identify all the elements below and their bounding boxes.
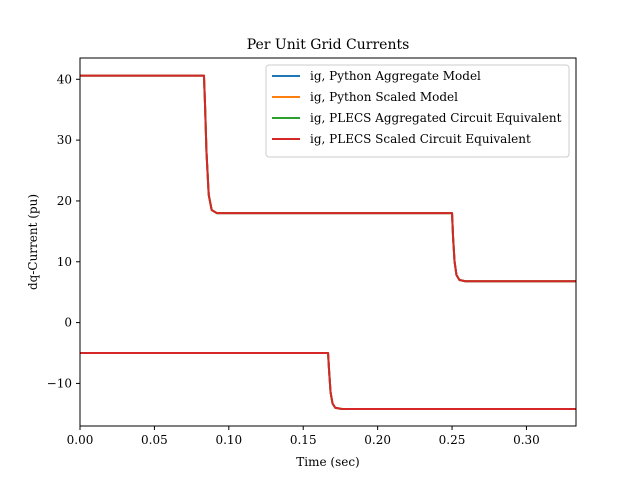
y-tick-label: 0 (64, 316, 72, 330)
legend-label: ig, Python Scaled Model (310, 90, 458, 104)
x-tick-label: 0.05 (141, 433, 168, 447)
x-tick-label: 0.30 (513, 433, 540, 447)
legend: ig, Python Aggregate Model ig, Python Sca… (265, 64, 570, 158)
x-tick-label: 0.20 (364, 433, 391, 447)
legend-box (265, 64, 570, 158)
x-tick-label: 0.25 (439, 433, 466, 447)
y-tick-label: −10 (47, 376, 72, 390)
x-tick-label: 0.10 (215, 433, 242, 447)
series-line-4-trace-2 (80, 352, 576, 410)
x-axis-label: Time (sec) (296, 455, 359, 469)
legend-label: ig, PLECS Aggregated Circuit Equivalent (310, 111, 562, 125)
y-tick-label: 20 (57, 194, 72, 208)
x-tick-label: 0.15 (290, 433, 317, 447)
y-tick-label: 10 (57, 255, 72, 269)
series-lines (80, 74, 576, 410)
y-axis-label: dq-Current (pu) (26, 194, 40, 290)
chart-title: Per Unit Grid Currents (247, 37, 410, 53)
axes-frame (79, 57, 577, 427)
y-tick-label: 40 (57, 72, 72, 86)
series-line-4-trace-1 (80, 74, 576, 283)
legend-label: ig, PLECS Scaled Circuit Equivalent (310, 132, 531, 146)
x-axis: 0.00 0.05 0.10 0.15 0.20 0.25 0.30 (67, 426, 540, 447)
y-axis: −10 0 10 20 30 40 (47, 72, 80, 390)
y-tick-label: 30 (57, 133, 72, 147)
x-tick-label: 0.00 (67, 433, 94, 447)
legend-label: ig, Python Aggregate Model (310, 69, 481, 83)
plot-area (80, 74, 576, 410)
